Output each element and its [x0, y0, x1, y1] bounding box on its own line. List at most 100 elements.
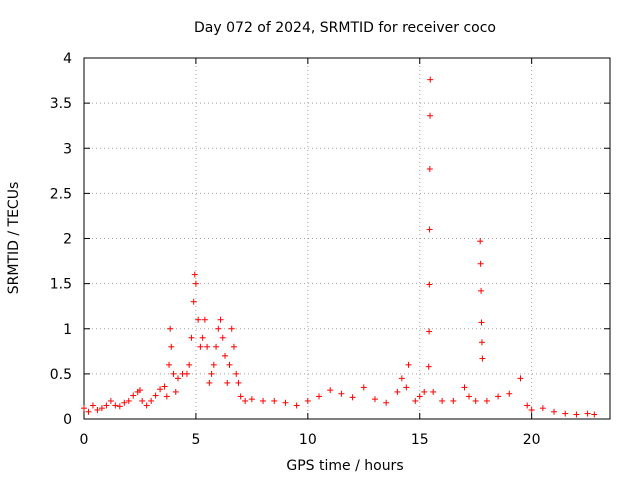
- data-point: [478, 319, 485, 326]
- x-tick-label: 0: [80, 432, 89, 448]
- data-point: [403, 384, 410, 391]
- data-point: [465, 393, 472, 400]
- data-point: [416, 393, 423, 400]
- x-tick-label: 15: [411, 432, 429, 448]
- y-tick-label: 0: [63, 412, 72, 428]
- data-point: [206, 379, 213, 386]
- data-point: [584, 410, 591, 417]
- x-axis-label: GPS time / hours: [286, 458, 403, 474]
- data-point: [166, 361, 173, 368]
- data-point: [426, 166, 433, 173]
- data-point: [282, 399, 289, 406]
- data-point: [195, 316, 202, 323]
- data-point: [477, 260, 484, 267]
- data-point: [219, 334, 226, 341]
- data-point: [394, 388, 401, 395]
- data-point: [94, 406, 101, 413]
- data-point: [430, 388, 437, 395]
- data-point: [208, 370, 215, 377]
- data-point: [427, 112, 434, 119]
- data-point: [426, 328, 433, 335]
- data-point: [271, 397, 278, 404]
- data-point: [412, 397, 419, 404]
- data-point: [163, 393, 170, 400]
- data-point: [191, 271, 198, 278]
- data-point: [168, 343, 175, 350]
- data-point: [461, 384, 468, 391]
- data-point: [136, 387, 143, 394]
- data-point: [551, 408, 558, 415]
- y-tick-label: 3: [63, 141, 72, 157]
- data-point: [186, 361, 193, 368]
- data-point: [121, 399, 128, 406]
- data-point: [148, 397, 155, 404]
- data-point: [230, 343, 237, 350]
- plot-frame: [83, 57, 611, 420]
- data-point: [495, 393, 502, 400]
- data-point: [316, 393, 323, 400]
- data-point: [427, 76, 434, 83]
- x-tick-label: 5: [191, 432, 200, 448]
- data-point: [188, 334, 195, 341]
- data-point: [573, 411, 580, 418]
- data-point: [201, 316, 208, 323]
- y-tick-label: 4: [63, 51, 72, 67]
- data-point: [224, 379, 231, 386]
- data-point: [421, 388, 428, 395]
- data-point: [524, 402, 531, 409]
- data-point: [85, 408, 92, 415]
- data-point: [477, 238, 484, 245]
- data-point: [517, 375, 524, 382]
- data-point: [112, 402, 119, 409]
- data-point: [152, 392, 159, 399]
- data-point: [139, 397, 146, 404]
- data-point: [190, 298, 197, 305]
- data-point: [293, 402, 300, 409]
- data-point: [472, 397, 479, 404]
- data-point: [327, 387, 334, 394]
- chart-title: Day 072 of 2024, SRMTID for receiver coc…: [194, 20, 496, 36]
- data-point: [242, 397, 249, 404]
- data-point: [172, 388, 179, 395]
- y-tick-label: 1.5: [50, 277, 72, 293]
- data-point: [426, 281, 433, 288]
- data-point: [130, 392, 137, 399]
- data-point: [483, 397, 490, 404]
- data-point: [170, 370, 177, 377]
- data-point: [371, 396, 378, 403]
- data-point: [383, 399, 390, 406]
- y-tick-label: 0.5: [50, 367, 72, 383]
- y-tick-label: 3.5: [50, 96, 72, 112]
- y-axis-label: SRMTID / TECUs: [6, 182, 22, 295]
- data-point: [192, 280, 199, 287]
- data-point: [360, 384, 367, 391]
- data-point: [175, 375, 182, 382]
- data-point: [199, 334, 206, 341]
- data-point: [226, 361, 233, 368]
- data-point: [248, 396, 255, 403]
- grid: [84, 58, 610, 419]
- data-point: [98, 405, 105, 412]
- data-point: [506, 390, 513, 397]
- axis-ticks: 0 5 10 15 20 0 0.5 1 1.5 2 2.5 3 3.5 4: [50, 51, 610, 448]
- data-point: [116, 403, 123, 410]
- y-tick-label: 1: [63, 322, 72, 338]
- y-tick-label: 2.5: [50, 186, 72, 202]
- data-point: [237, 393, 244, 400]
- data-point: [215, 325, 222, 332]
- data-points: [81, 76, 598, 418]
- data-point: [235, 379, 242, 386]
- data-point: [450, 397, 457, 404]
- data-point: [222, 352, 229, 359]
- data-point: [562, 410, 569, 417]
- x-tick-label: 20: [523, 432, 541, 448]
- data-point: [107, 397, 114, 404]
- x-tick-label: 10: [299, 432, 317, 448]
- y-tick-label: 2: [63, 232, 72, 248]
- data-point: [479, 355, 486, 362]
- data-point: [260, 397, 267, 404]
- data-point: [426, 226, 433, 233]
- data-point: [425, 363, 432, 370]
- data-point: [528, 406, 535, 413]
